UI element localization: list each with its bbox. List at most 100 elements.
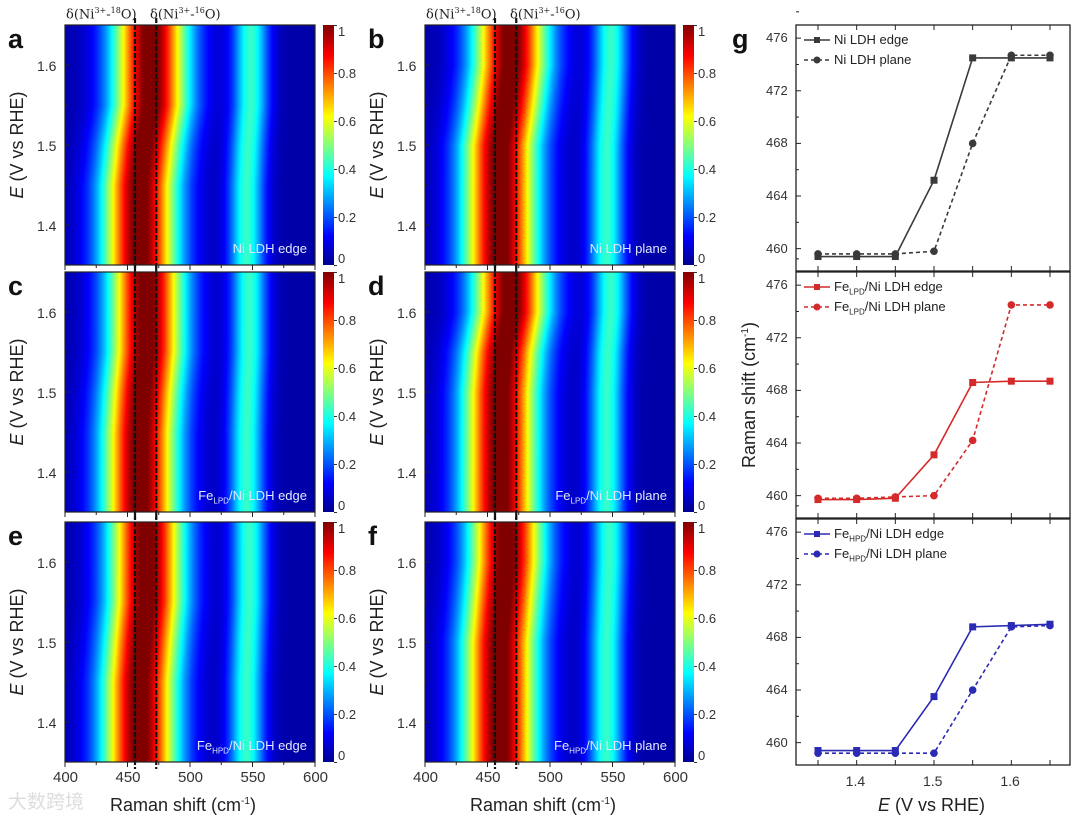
y-tick-label: 464	[766, 682, 788, 698]
colorbar-tick	[334, 714, 337, 715]
colorbar-tick	[334, 512, 337, 513]
data-point-circle	[1007, 301, 1016, 309]
legend-entry: FeLPD/Ni LDH plane	[834, 299, 946, 320]
series-line-fehpd-ni-ldh-plane	[818, 624, 1051, 754]
y-tick-label: 472	[766, 82, 788, 98]
data-point-circle	[1007, 51, 1016, 60]
colorbar-tick-label: 0.6	[698, 114, 717, 129]
data-point-circle	[968, 686, 977, 694]
y-tick-label: 1.4	[37, 465, 57, 481]
colorbar-tick-label: 0	[338, 748, 346, 763]
colorbar-tick	[694, 666, 697, 667]
plot-frame	[424, 24, 676, 266]
y-tick-label: 1.6	[37, 305, 57, 321]
data-point-square	[853, 253, 861, 261]
data-point-circle	[930, 247, 938, 256]
heatmap-legend: FeLPD/Ni LDH plane	[555, 488, 667, 509]
colorbar-tick-label: 0.8	[338, 563, 357, 578]
colorbar-tick	[694, 320, 697, 321]
data-point-square	[969, 623, 977, 631]
colorbar-tick	[694, 217, 697, 218]
plot-frame	[64, 271, 316, 513]
y-tick-label: 468	[766, 629, 788, 645]
colorbar-tick	[694, 265, 697, 266]
colorbar	[323, 25, 334, 265]
heatmap-axes-b	[424, 18, 676, 272]
y-axis-label: E (V vs RHE)	[367, 338, 387, 446]
data-point-circle	[1046, 51, 1054, 60]
data-point-square	[930, 693, 938, 701]
x-tick-label: 550	[240, 769, 266, 786]
legend-label: FeLPD/Ni LDH plane	[834, 299, 946, 317]
x-tick-label: 1.4	[845, 773, 866, 789]
legend-text: FeLPD/Ni LDH edge	[198, 488, 307, 506]
y-tick-label: 472	[766, 329, 788, 345]
legend-marker-circle	[813, 56, 821, 64]
colorbar-tick	[334, 618, 337, 619]
plot-frame	[424, 271, 676, 513]
legend-label: FeHPD/Ni LDH plane	[834, 546, 947, 564]
colorbar-tick	[334, 217, 337, 218]
legend-text: FeHPD/Ni LDH edge	[196, 738, 307, 756]
colorbar-tick-label: 1	[338, 521, 346, 536]
legend-label: Ni LDH edge	[834, 32, 909, 47]
colorbar-tick-label: 0.2	[698, 457, 717, 472]
data-point-square	[1046, 620, 1054, 628]
data-point-square	[930, 451, 938, 459]
x-tick-label: 1.6	[1000, 773, 1020, 789]
x-axis-label-text: Raman shift (cm-1)	[470, 795, 616, 815]
watermark: 大数跨境	[8, 792, 85, 813]
data-point-circle	[814, 749, 822, 757]
colorbar-tick	[694, 121, 697, 122]
legend-entry: Ni LDH plane	[834, 52, 911, 67]
series-line-felpd-ni-ldh-plane	[818, 304, 1050, 500]
peak-label-16O: δ(Ni3+-16O)	[150, 6, 221, 23]
heatmap-d	[425, 272, 675, 512]
colorbar-tick-label: 1	[698, 271, 706, 286]
colorbar	[683, 272, 694, 512]
colorbar	[683, 522, 694, 762]
y-tick-label: 460	[766, 487, 788, 503]
y-axis-label: E (V vs RHE)	[7, 338, 27, 446]
colorbar-tick-label: 0	[338, 498, 346, 513]
y-axis-label: Raman shift (cm-1)	[736, 315, 759, 475]
heatmap-legend: FeLPD/Ni LDH edge	[198, 488, 307, 509]
y-tick-label: 1.6	[37, 555, 57, 571]
heatmap-e	[65, 522, 315, 762]
legend-entry: FeHPD/Ni LDH edge	[834, 526, 944, 547]
colorbar-tick	[694, 762, 697, 763]
heatmap-axes-a	[64, 18, 316, 272]
colorbar-tick	[694, 368, 697, 369]
y-tick-label: 1.6	[397, 305, 417, 321]
data-point-square	[891, 253, 899, 261]
data-point-circle	[1007, 623, 1016, 631]
data-point-square	[814, 496, 822, 504]
colorbar-tick-label: 0.6	[698, 361, 717, 376]
data-point-square	[814, 747, 822, 755]
legend-marker-square	[814, 37, 820, 43]
colorbar-tick-label: 0.2	[698, 210, 717, 225]
y-tick-label: 1.5	[397, 385, 417, 401]
colorbar-tick	[334, 25, 337, 26]
data-point-square	[1007, 54, 1015, 62]
y-tick-label: 1.4	[37, 715, 57, 731]
data-point-circle	[814, 250, 822, 258]
data-point-square	[891, 494, 899, 502]
colorbar-tick	[334, 464, 337, 465]
x-tick-label: 400	[413, 769, 439, 786]
legend-entry: FeHPD/Ni LDH plane	[834, 546, 947, 567]
data-point-circle	[1046, 621, 1054, 630]
series-line-ni-ldh-plane	[818, 54, 1050, 255]
colorbar-tick	[334, 265, 337, 266]
y-axis-label-text: Raman shift (cm-1)	[739, 322, 759, 468]
y-axis-label: E (V vs RHE)	[7, 91, 27, 199]
y-tick-label: 460	[766, 240, 788, 256]
x-axis-label: E (V vs RHE)	[878, 795, 986, 815]
colorbar-tick-label: 0.2	[338, 707, 357, 722]
data-point-square	[1007, 622, 1015, 630]
colorbar-tick-label: 0.4	[698, 409, 717, 424]
data-point-square	[1046, 54, 1054, 62]
colorbar-tick	[334, 320, 337, 321]
y-tick-label: 1.5	[397, 635, 417, 651]
data-point-circle	[852, 250, 861, 258]
